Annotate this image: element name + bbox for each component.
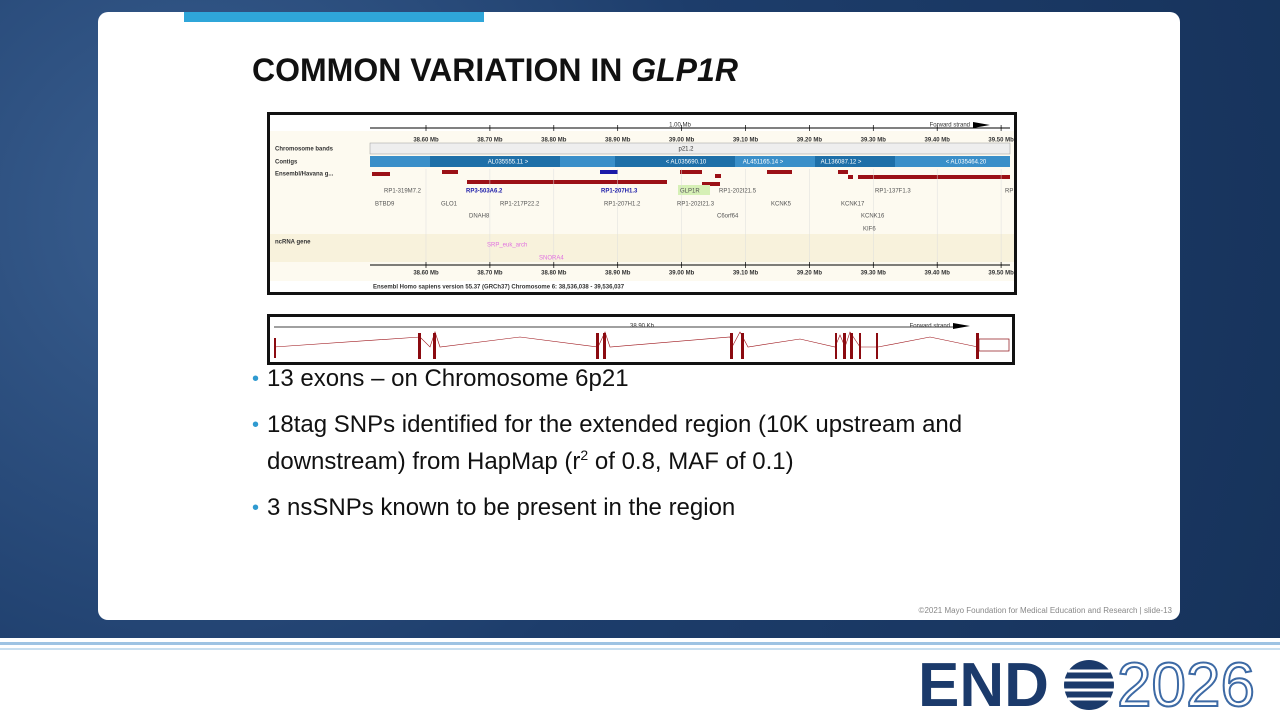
track-background bbox=[270, 234, 1014, 262]
scale-label: 1.00 Mb bbox=[669, 123, 691, 129]
tick-label: 39.10 Mb bbox=[733, 271, 759, 277]
tick-label: 38.60 Mb bbox=[413, 271, 439, 277]
gene-highlight bbox=[678, 185, 710, 195]
logo-globe-lines bbox=[1064, 669, 1114, 701]
gene-label: BTBD9 bbox=[375, 202, 395, 208]
exons bbox=[274, 333, 979, 359]
logo-text: END bbox=[918, 651, 1049, 720]
track-label: ncRNA gene bbox=[275, 240, 311, 246]
tick-label: 39.10 Mb bbox=[733, 138, 759, 144]
tick-label: 38.60 Mb bbox=[413, 138, 439, 144]
accent-bar bbox=[184, 12, 484, 22]
track-label: Contigs bbox=[275, 160, 298, 166]
gene-label: RP bbox=[1005, 189, 1013, 195]
ncrna-label: SNORA4 bbox=[539, 256, 564, 262]
gene-bar-blue bbox=[600, 170, 618, 174]
bullet-text: 3 nsSNPs known to be present in the regi… bbox=[267, 494, 736, 521]
tick-label: 39.20 Mb bbox=[797, 138, 823, 144]
logo-globe bbox=[1064, 660, 1114, 710]
strand-arrow bbox=[973, 122, 990, 128]
bullet-text: of 0.8, MAF of 0.1) bbox=[588, 448, 794, 475]
contig bbox=[615, 156, 735, 167]
gene-label: RP1-137F1.3 bbox=[875, 189, 911, 195]
bullet: 13 exons – on Chromosome 6p21 bbox=[252, 364, 1012, 394]
logo-year: 2026 bbox=[1117, 651, 1255, 720]
gene-label: KCNK5 bbox=[771, 202, 792, 208]
gene-label: RP1-202I21.3 bbox=[677, 202, 715, 208]
tick-label: 39.50 Mb bbox=[988, 271, 1014, 277]
intron-lines bbox=[273, 331, 979, 348]
gene-label: RP1-207H1.3 bbox=[601, 189, 638, 195]
tick-label: 39.20 Mb bbox=[797, 271, 823, 277]
ncrna-label: SRP_euk_arch bbox=[487, 243, 527, 249]
gene-label: RP3-503A6.2 bbox=[466, 189, 503, 195]
tick-label: 38.80 Mb bbox=[541, 271, 567, 277]
track-label: Chromosome bands bbox=[275, 147, 334, 153]
gene-label: KIF6 bbox=[863, 227, 876, 233]
tick-label: 39.30 Mb bbox=[861, 138, 887, 144]
gene-bars bbox=[372, 170, 1010, 186]
contig-label: AL035555.11 > bbox=[488, 160, 529, 166]
transcript-image: 38.90 Kb Forward strand bbox=[273, 323, 1010, 359]
bullet-text: 18tag SNPs identified for the extended r… bbox=[267, 411, 963, 475]
logo: END 2026 bbox=[918, 650, 1256, 720]
browser-footer: Ensembl Homo sapiens version 55.37 (GRCh… bbox=[373, 285, 625, 291]
title-text: COMMON VARIATION IN bbox=[252, 52, 632, 88]
gene-label: KCNK17 bbox=[841, 202, 865, 208]
transcript-view: 38.90 Kb Forward strand bbox=[267, 314, 1015, 365]
bullet-text: 2 bbox=[580, 447, 589, 463]
title-gene: GLP1R bbox=[631, 52, 738, 88]
tick-label: 39.00 Mb bbox=[669, 138, 695, 144]
contig-label: < AL035690.10 bbox=[666, 160, 707, 166]
contig bbox=[815, 156, 895, 167]
gene-label: GLP1R bbox=[680, 189, 700, 195]
bullet-text: 13 exons – on Chromosome 6p21 bbox=[267, 365, 629, 392]
tick-label: 39.30 Mb bbox=[861, 271, 887, 277]
tick-label: 39.00 Mb bbox=[669, 271, 695, 277]
bullet: 18tag SNPs identified for the extended r… bbox=[252, 410, 1012, 477]
scale-label: 38.90 Kb bbox=[630, 324, 655, 330]
title: COMMON VARIATION IN GLP1R bbox=[252, 52, 738, 89]
bullet: 3 nsSNPs known to be present in the regi… bbox=[252, 493, 1012, 523]
tick-label: 38.70 Mb bbox=[477, 138, 503, 144]
tick-label: 38.70 Mb bbox=[477, 271, 503, 277]
tick-label: 39.40 Mb bbox=[925, 138, 951, 144]
tick-label: 38.90 Mb bbox=[605, 271, 631, 277]
utr bbox=[978, 338, 1010, 352]
contig bbox=[430, 156, 560, 167]
contig-label: AL136087.12 > bbox=[821, 160, 862, 166]
copyright: ©2021 Mayo Foundation for Medical Educat… bbox=[918, 606, 1172, 615]
contig-label: < AL035464.20 bbox=[946, 160, 987, 166]
tick-label: 39.40 Mb bbox=[925, 271, 951, 277]
gene-label: DNAH8 bbox=[469, 214, 490, 220]
strand-label: Forward strand bbox=[930, 123, 970, 129]
track-label: Ensembl/Havana g... bbox=[275, 172, 334, 178]
gene-label: RP1-217P22.2 bbox=[500, 202, 540, 208]
contig-label: AL451165.14 > bbox=[743, 160, 784, 166]
tick-label: 38.90 Mb bbox=[605, 138, 631, 144]
genome-browser: 1.00 Mb Forward strand p21.2 Ensembl Hom… bbox=[267, 112, 1017, 295]
gene-label: RP1-202I21.5 bbox=[719, 189, 757, 195]
strand-label: Forward strand bbox=[910, 324, 950, 330]
bullet-list: 13 exons – on Chromosome 6p21 18tag SNPs … bbox=[252, 364, 1012, 539]
gene-label: GLO1 bbox=[441, 202, 458, 208]
band-label: p21.2 bbox=[678, 147, 694, 153]
tick-label: 38.80 Mb bbox=[541, 138, 567, 144]
gene-label: C6orf64 bbox=[717, 214, 739, 220]
strand-arrow bbox=[953, 323, 970, 329]
footer-band: END 2026 bbox=[0, 638, 1280, 720]
gene-label: KCNK16 bbox=[861, 214, 885, 220]
gene-label: RP1-319M7.2 bbox=[384, 189, 422, 195]
chromosome-band bbox=[369, 142, 1011, 155]
tick-label: 39.50 Mb bbox=[988, 138, 1014, 144]
genome-browser-image: 1.00 Mb Forward strand p21.2 Ensembl Hom… bbox=[270, 122, 1014, 291]
gene-label: RP1-207H1.2 bbox=[604, 202, 641, 208]
